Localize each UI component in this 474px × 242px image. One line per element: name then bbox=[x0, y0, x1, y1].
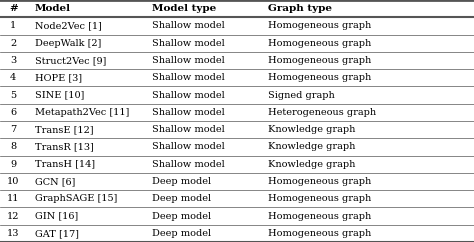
Text: Node2Vec [1]: Node2Vec [1] bbox=[35, 22, 101, 30]
Text: 11: 11 bbox=[7, 194, 19, 203]
Text: Shallow model: Shallow model bbox=[152, 125, 224, 134]
Text: 3: 3 bbox=[10, 56, 17, 65]
Text: Homogeneous graph: Homogeneous graph bbox=[268, 212, 371, 220]
Text: Struct2Vec [9]: Struct2Vec [9] bbox=[35, 56, 106, 65]
Text: Graph type: Graph type bbox=[268, 4, 332, 13]
Text: 6: 6 bbox=[10, 108, 16, 117]
Text: Deep model: Deep model bbox=[152, 229, 211, 238]
Text: Homogeneous graph: Homogeneous graph bbox=[268, 22, 371, 30]
Text: Shallow model: Shallow model bbox=[152, 73, 224, 82]
Text: Shallow model: Shallow model bbox=[152, 160, 224, 169]
Text: #: # bbox=[9, 4, 18, 13]
Text: 10: 10 bbox=[7, 177, 19, 186]
Text: Knowledge graph: Knowledge graph bbox=[268, 160, 355, 169]
Text: 13: 13 bbox=[7, 229, 19, 238]
Text: 7: 7 bbox=[10, 125, 17, 134]
Text: 5: 5 bbox=[10, 91, 16, 99]
Text: Knowledge graph: Knowledge graph bbox=[268, 143, 355, 151]
Text: 4: 4 bbox=[10, 73, 17, 82]
Text: HOPE [3]: HOPE [3] bbox=[35, 73, 82, 82]
Text: Shallow model: Shallow model bbox=[152, 143, 224, 151]
Text: Deep model: Deep model bbox=[152, 194, 211, 203]
Text: TransR [13]: TransR [13] bbox=[35, 143, 93, 151]
Text: 9: 9 bbox=[10, 160, 16, 169]
Text: GraphSAGE [15]: GraphSAGE [15] bbox=[35, 194, 117, 203]
Text: Knowledge graph: Knowledge graph bbox=[268, 125, 355, 134]
Text: 12: 12 bbox=[7, 212, 19, 220]
Text: 2: 2 bbox=[10, 39, 17, 48]
Text: Shallow model: Shallow model bbox=[152, 39, 224, 48]
Text: Homogeneous graph: Homogeneous graph bbox=[268, 229, 371, 238]
Text: Homogeneous graph: Homogeneous graph bbox=[268, 56, 371, 65]
Text: Homogeneous graph: Homogeneous graph bbox=[268, 194, 371, 203]
Text: 1: 1 bbox=[10, 22, 17, 30]
Text: Deep model: Deep model bbox=[152, 177, 211, 186]
Text: DeepWalk [2]: DeepWalk [2] bbox=[35, 39, 101, 48]
Text: TransE [12]: TransE [12] bbox=[35, 125, 93, 134]
Text: Homogeneous graph: Homogeneous graph bbox=[268, 39, 371, 48]
Text: Signed graph: Signed graph bbox=[268, 91, 335, 99]
Text: GIN [16]: GIN [16] bbox=[35, 212, 78, 220]
Text: Shallow model: Shallow model bbox=[152, 22, 224, 30]
Text: Metapath2Vec [11]: Metapath2Vec [11] bbox=[35, 108, 129, 117]
Text: SINE [10]: SINE [10] bbox=[35, 91, 84, 99]
Text: Shallow model: Shallow model bbox=[152, 56, 224, 65]
Text: TransH [14]: TransH [14] bbox=[35, 160, 95, 169]
Text: Shallow model: Shallow model bbox=[152, 108, 224, 117]
Text: GAT [17]: GAT [17] bbox=[35, 229, 79, 238]
Text: Homogeneous graph: Homogeneous graph bbox=[268, 73, 371, 82]
Text: Model: Model bbox=[35, 4, 71, 13]
Text: Model type: Model type bbox=[152, 4, 216, 13]
Text: 8: 8 bbox=[10, 143, 16, 151]
Text: Homogeneous graph: Homogeneous graph bbox=[268, 177, 371, 186]
Text: Deep model: Deep model bbox=[152, 212, 211, 220]
Text: GCN [6]: GCN [6] bbox=[35, 177, 75, 186]
Text: Heterogeneous graph: Heterogeneous graph bbox=[268, 108, 376, 117]
Text: Shallow model: Shallow model bbox=[152, 91, 224, 99]
